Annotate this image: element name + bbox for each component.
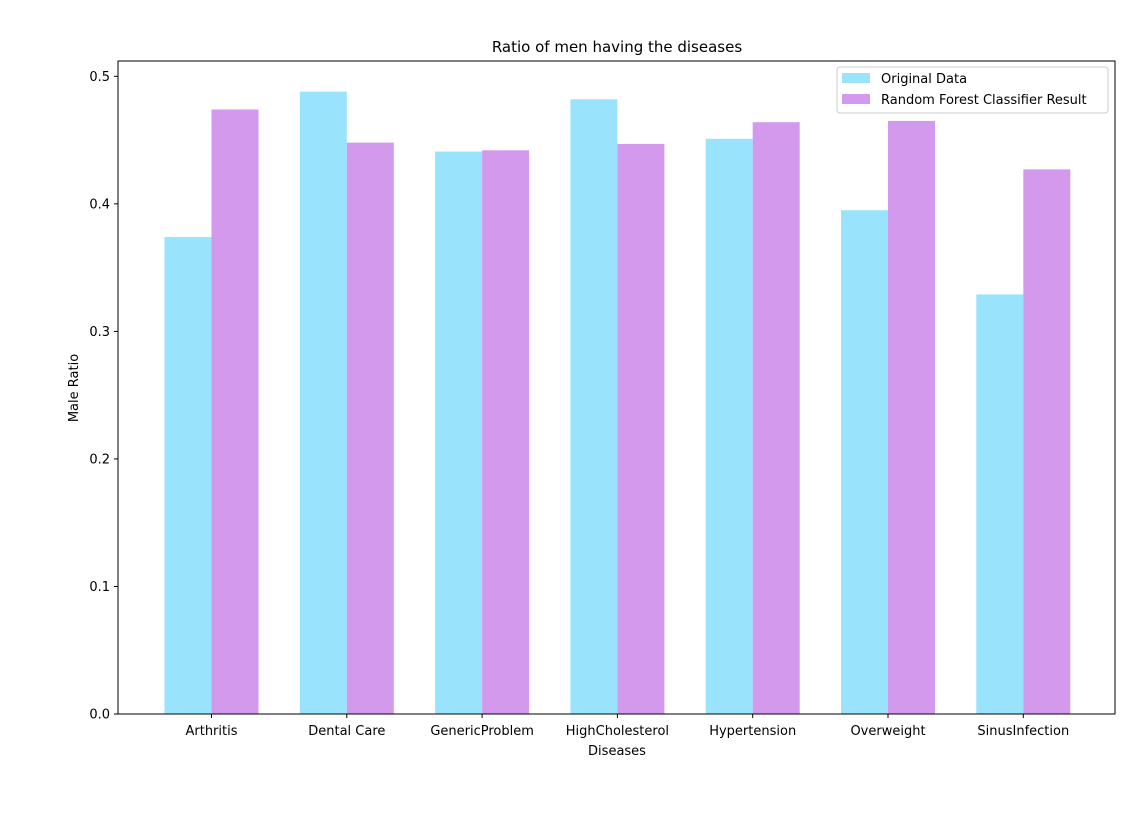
x-tick-label: SinusInfection [977, 724, 1069, 739]
bar-random-forest-hypertension [752, 122, 800, 714]
y-tick-label: 0.4 [89, 197, 110, 212]
x-tick-label: HighCholesterol [566, 724, 669, 739]
bar-random-forest-sinusinfection [1023, 169, 1071, 714]
bar-random-forest-genericproblem [482, 150, 530, 714]
legend-label: Random Forest Classifier Result [881, 93, 1087, 108]
legend-label: Original Data [881, 72, 967, 87]
legend-box [836, 66, 1109, 114]
bar-random-forest-highcholesterol [617, 143, 665, 714]
bar-original-genericproblem [435, 151, 483, 714]
legend-swatch [842, 94, 870, 104]
bar-original-arthritis [164, 237, 212, 714]
y-tick-label: 0.1 [89, 580, 110, 595]
x-axis: Arthritis Dental Care GenericProblem HighCh… [185, 714, 1069, 739]
chart-title: Ratio of men having the diseases [492, 38, 743, 56]
x-tick-label: Dental Care [308, 724, 385, 739]
x-tick-label: GenericProblem [430, 724, 534, 739]
bar-random-forest-overweight [888, 120, 935, 714]
bar-original-dental-care [299, 91, 347, 714]
x-axis-label: Diseases [588, 744, 646, 759]
y-tick-label: 0.3 [89, 325, 110, 340]
x-tick-label: Overweight [850, 724, 925, 739]
bar-original-hypertension [705, 138, 753, 714]
bar-original-overweight [841, 210, 888, 714]
y-tick-label: 0.5 [89, 70, 110, 85]
x-tick-label: Hypertension [709, 724, 796, 739]
bar-original-sinusinfection [976, 294, 1024, 714]
y-axis: 0.0 0.1 0.2 0.3 0.4 0.5 [89, 70, 118, 723]
bar-random-forest-arthritis [211, 109, 259, 714]
legend-swatch [842, 73, 870, 83]
y-axis-label: Male Ratio [67, 354, 82, 422]
bars-group [164, 91, 1071, 714]
plot-frame [117, 60, 1116, 715]
legend: Original Data Random Forest Classifier Re… [836, 66, 1109, 114]
bar-random-forest-dental-care [346, 142, 394, 714]
bar-original-highcholesterol [570, 99, 618, 714]
x-tick-label: Arthritis [185, 724, 237, 739]
y-tick-label: 0.0 [89, 708, 110, 723]
y-tick-label: 0.2 [89, 452, 110, 467]
